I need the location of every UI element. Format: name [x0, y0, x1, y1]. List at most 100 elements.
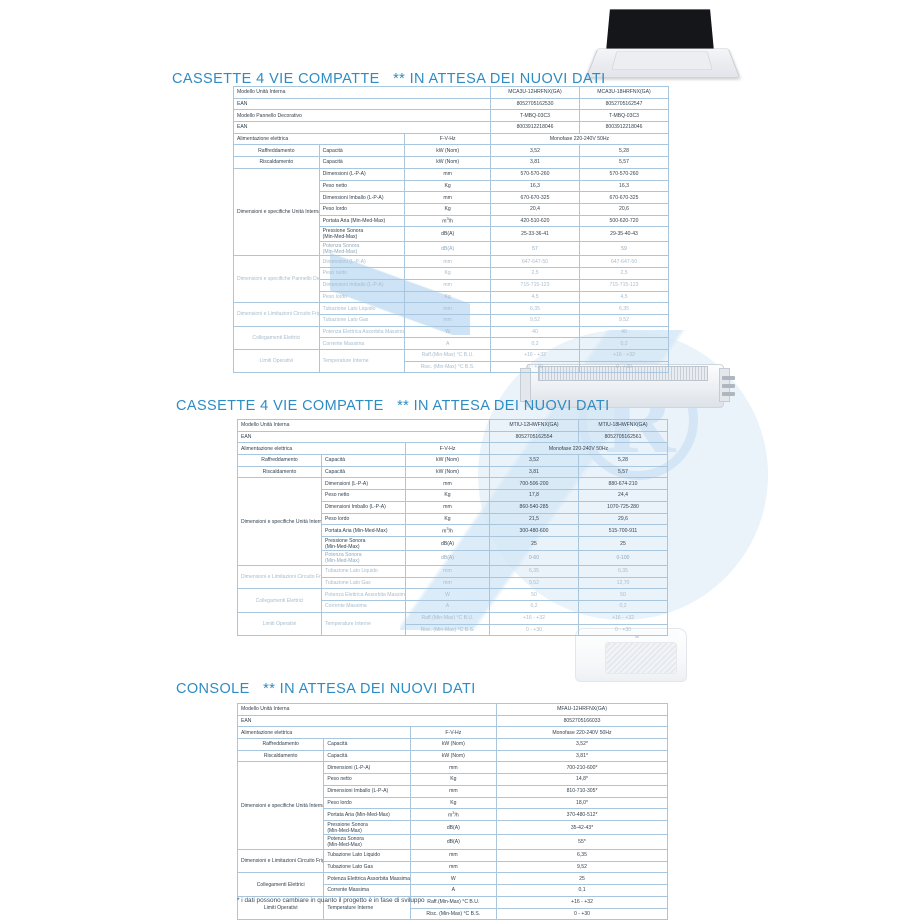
group-label: Dimensioni e Limitazioni Circuito Frigor… [237, 565, 322, 590]
cell-value: 8052705162554 [489, 430, 579, 444]
cell-unit: m3/h [404, 214, 491, 228]
cell-unit: mm [405, 500, 490, 514]
group-label: Dimensioni e Limitazioni Circuito Frigor… [236, 849, 325, 874]
row-label: Tubazione Lato Gas [323, 860, 411, 874]
cell-value: 9,52 [579, 313, 669, 327]
cell-unit: Raff.(Min-Max) °C B.U. [405, 611, 490, 625]
section-title-2: CASSETTE 4 VIE COMPATTE ** IN ATTESA DEI… [176, 398, 610, 414]
table-row: Riscaldamento Capacità kW (Nom) 3,81* [236, 749, 668, 763]
row-label: Dimensioni Imballo (L-P-A) [323, 784, 411, 798]
table-row: Dimensioni e Limitazioni Circuito Frigor… [237, 565, 668, 590]
cell-unit: Kg [404, 179, 491, 193]
row-label: EAN [233, 97, 491, 111]
row-label: EAN [233, 121, 491, 134]
table-row: Dimensioni e specifiche Unità Interna Dim… [237, 477, 668, 567]
row-label: Dimensioni (L-P-A) [318, 167, 406, 181]
table-row: Riscaldamento Capacità kW (Nom) 3,81 5,57 [233, 156, 669, 169]
group-label: Riscaldamento [233, 156, 320, 169]
table-row: Peso lordo Kg 18,0* [238, 796, 668, 810]
row-label: Peso netto [323, 773, 411, 786]
cell-value: 12,70 [578, 576, 668, 590]
cell-value: 6,35 [490, 302, 580, 315]
cell-unit: mm [409, 761, 498, 775]
cell-value: 8052705162561 [578, 430, 668, 444]
cell-value: 0 - +30 [496, 907, 668, 920]
cell-value: 670-670-325 [579, 191, 669, 204]
cell-value: 29-35-40-43 [579, 226, 669, 242]
cell-unit: dB(A) [404, 240, 491, 257]
row-label: EAN [237, 430, 490, 444]
cell-value: 5,28 [578, 454, 668, 467]
cell-unit: dB(A) [409, 834, 498, 851]
cell-unit: A [409, 884, 498, 897]
cell-unit: kW (Nom) [404, 144, 491, 158]
cell-value: 8003912218046 [490, 121, 580, 134]
cell-value: 16,3 [490, 179, 580, 193]
cell-unit: Kg [409, 773, 498, 786]
cell-value: 3,81 [489, 465, 579, 479]
cell-value: 647-647-50 [490, 255, 580, 269]
group-label: Dimensioni e Limitazioni Circuito Frigor… [233, 302, 320, 327]
section-title-3-main: CONSOLE [176, 681, 250, 697]
cell-unit: mm [409, 849, 498, 862]
cell-unit: mm [405, 565, 490, 578]
cell-unit: Risc. (Min-Max) °C B.S. [409, 907, 498, 920]
cell-value: +16 - +32 [490, 348, 580, 362]
cell-value: 40 [490, 325, 580, 339]
cell-value: MCA3U-12HRFNX(GA) [490, 86, 580, 99]
cell-value: 25 [578, 535, 668, 552]
cell-unit: Kg [404, 267, 491, 280]
cell-value: +16 - +32 [578, 611, 668, 625]
cell-value: 3,52* [496, 738, 668, 751]
table-row: EAN 8052705166033 [237, 714, 668, 728]
table-row: Modello Pannello Decorativo T-MBQ-03C3 T-M… [233, 109, 669, 123]
cell-value: MFAU-12HRFNX(GA) [496, 703, 668, 716]
row-label: Potenza Elettrica Assorbita Massima [323, 872, 411, 886]
cell-value: +16 - +32 [496, 895, 668, 909]
spec-table-cassette-4-vie: Modello Unità Interna MTIU-12HWFNX(GA) MTI… [237, 419, 668, 637]
row-label: Pressione Sonora (Min-Med-Max) [323, 819, 411, 836]
row-label: Potenza Sonora (Min-Med-Max) [318, 240, 406, 257]
row-label: Modello Pannello Decorativo [233, 109, 491, 123]
cell-value: 0,2 [490, 337, 580, 350]
cassette-4-way-unit-photo [585, 8, 746, 86]
table-row: Limiti Operativi Temperature Interne Raff.… [233, 348, 669, 374]
cell-value: 810-710-305* [496, 784, 668, 798]
row-label: Alimentazione elettrica [237, 726, 411, 740]
row-label: Peso lordo [323, 796, 411, 810]
row-label: Tubazione Lato Liquido [321, 565, 406, 578]
cell-value: 4,5 [490, 290, 580, 304]
cell-value: 0 - +30 [578, 623, 668, 637]
table-row: Dimensioni e specifiche Pannello Decorat… [233, 255, 669, 304]
cell-unit: F-V-Hz [409, 726, 498, 740]
row-label: Potenza Sonora (Min-Med-Max) [323, 834, 411, 851]
cell-value: 0,2 [579, 337, 669, 350]
cell-value: 9,52 [496, 860, 668, 874]
table-row: EAN 8052705162530 8052705162547 [233, 97, 669, 111]
cell-value: 25 [489, 535, 579, 552]
row-label: EAN [237, 714, 497, 728]
group-label: Dimensioni e specifiche Pannello Decorat… [233, 255, 320, 304]
table-row: Limiti Operativi Temperature Interne Raff.… [237, 611, 668, 637]
cell-value: 0,2 [489, 600, 579, 613]
cell-value: 3,81 [490, 156, 580, 169]
cell-unit: Risc. (Min-Max) °C B.S. [405, 623, 490, 637]
group-label: Limiti Operativi [237, 611, 322, 637]
group-label: Dimensioni e specifiche Unità Interna [237, 477, 322, 567]
cell-value: 0 - +30 [489, 623, 579, 637]
cell-unit: kW (Nom) [409, 738, 498, 751]
cell-value: 16,3 [579, 179, 669, 193]
table-row: Dimensioni Imballo (L-P-A) mm 810-710-305* [238, 784, 668, 798]
cell-value: Monofase 220-240V 50Hz [490, 132, 669, 146]
cell-unit: mm [404, 167, 491, 181]
table-row: Collegamenti Elettrici Potenza Elettrica … [236, 872, 668, 897]
cell-unit: mm [404, 278, 491, 292]
row-label: Portata Aria (Min-Med-Max) [318, 214, 406, 228]
row-label: Temperature Interne [318, 348, 406, 374]
cell-value: 25 [496, 872, 668, 886]
cell-value: 300-480-600 [489, 524, 579, 537]
table-row: Dimensioni e Limitazioni Circuito Frigor… [236, 849, 668, 874]
cell-value: 17,8 [489, 489, 579, 502]
table-row: Dimensioni Imballo (L-P-A) mm 670-670-325 6… [234, 191, 669, 204]
cell-unit: A [404, 337, 491, 350]
